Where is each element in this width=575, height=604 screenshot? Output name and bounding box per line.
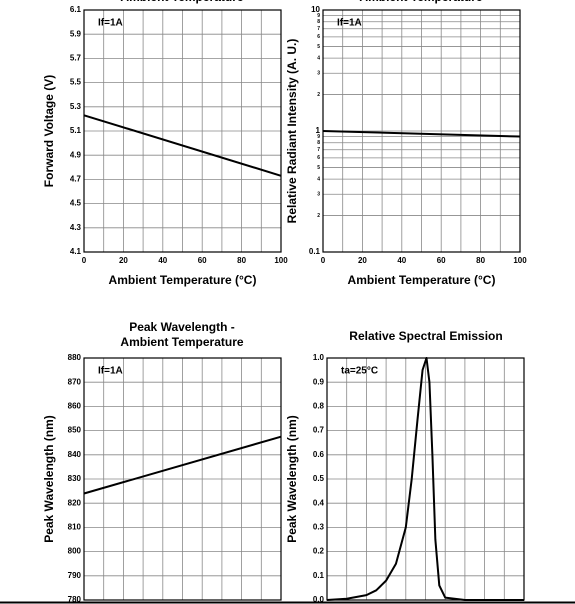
x-tick-label: 40 <box>397 256 406 265</box>
y-tick-label: 3 <box>317 71 320 77</box>
y-tick-label: 5.1 <box>70 126 82 135</box>
y-tick-label: 850 <box>68 426 82 435</box>
x-tick-label: 20 <box>119 256 128 265</box>
y-tick-label: 0.1 <box>309 247 321 256</box>
y-tick-label: 0.1 <box>313 571 325 580</box>
y-tick-label: 4 <box>317 55 320 61</box>
y-tick-label: 8 <box>317 19 320 25</box>
data-line <box>83 435 282 495</box>
y-tick-label: 810 <box>68 523 82 532</box>
y-tick-label: 6 <box>317 34 320 40</box>
y-tick-label: 2 <box>317 213 320 219</box>
y-tick-label: 860 <box>68 402 82 411</box>
y-tick-label: 5 <box>317 165 320 171</box>
annotation: If=1A <box>98 18 123 29</box>
y-tick-label: 870 <box>68 377 82 386</box>
chart-title: Peak Wavelength -Ambient Temperature <box>120 320 243 349</box>
y-tick-label: 5.3 <box>70 102 82 111</box>
x-tick-label: 60 <box>198 256 207 265</box>
x-tick-label: 20 <box>358 256 367 265</box>
y-axis-label: Forward Voltage (V) <box>42 75 56 187</box>
y-tick-label: 2 <box>317 92 320 98</box>
y-tick-label: 7 <box>317 26 320 32</box>
x-axis-label: Ambient Temperature (°C) <box>109 273 257 287</box>
plot-frame <box>83 9 282 253</box>
x-tick-label: 80 <box>476 256 485 265</box>
annotation: If=1A <box>337 18 362 29</box>
y-axis-label: Relative Radiant Intensity (A. U.) <box>285 39 299 224</box>
y-tick-label: 6 <box>317 155 320 161</box>
y-tick-label: 0.7 <box>313 426 325 435</box>
y-tick-label: 840 <box>68 450 82 459</box>
y-tick-label: 3 <box>317 192 320 198</box>
y-tick-label: 0.6 <box>313 450 325 459</box>
y-tick-label: 790 <box>68 571 82 580</box>
y-tick-label: 830 <box>68 474 82 483</box>
y-tick-label: 1.0 <box>313 353 325 362</box>
chart-title: Ambient Temperature <box>359 0 482 4</box>
y-tick-label: 1 <box>316 126 321 135</box>
y-tick-label: 0.4 <box>313 498 325 507</box>
y-tick-label: 5.5 <box>70 78 82 87</box>
y-tick-label: 880 <box>68 353 82 362</box>
y-tick-label: 780 <box>68 595 82 604</box>
x-axis-label: Ambient Temperature (°C) <box>348 273 496 287</box>
data-line <box>83 114 282 177</box>
x-tick-label: 0 <box>321 256 326 265</box>
x-tick-label: 0 <box>82 256 87 265</box>
x-tick-label: 60 <box>437 256 446 265</box>
data-line <box>326 357 524 601</box>
y-tick-label: 0.8 <box>313 402 325 411</box>
x-tick-label: 40 <box>158 256 167 265</box>
y-tick-label: 5.7 <box>70 54 82 63</box>
plot-frame <box>83 357 282 601</box>
data-line <box>322 130 521 138</box>
y-tick-label: 4.3 <box>70 223 82 232</box>
y-tick-label: 9 <box>317 134 320 140</box>
y-tick-label: 5.9 <box>70 29 82 38</box>
chart-title: Relative Spectral Emission <box>349 329 502 343</box>
y-tick-label: 0.3 <box>313 523 325 532</box>
y-tick-label: 0.0 <box>313 595 325 604</box>
y-tick-label: 800 <box>68 547 82 556</box>
y-tick-label: 0.5 <box>313 474 325 483</box>
annotation: If=1A <box>98 366 123 377</box>
y-tick-label: 6.1 <box>70 5 82 14</box>
y-tick-label: 4.9 <box>70 150 82 159</box>
y-tick-label: 0.9 <box>313 377 325 386</box>
x-tick-label: 100 <box>513 256 527 265</box>
y-tick-label: 0.2 <box>313 547 325 556</box>
y-tick-label: 4.7 <box>70 175 82 184</box>
x-tick-label: 80 <box>237 256 246 265</box>
y-tick-label: 8 <box>317 140 320 146</box>
y-tick-label: 4 <box>317 176 320 182</box>
y-tick-label: 4.5 <box>70 199 82 208</box>
annotation: ta=25°C <box>341 366 378 377</box>
y-tick-label: 7 <box>317 147 320 153</box>
y-axis-label: Peak Wavelength (nm) <box>42 415 56 543</box>
y-tick-label: 9 <box>317 13 320 19</box>
chart-title: Ambient Temperature <box>120 0 243 4</box>
y-tick-label: 10 <box>311 5 320 14</box>
y-tick-label: 4.1 <box>70 247 82 256</box>
y-axis-label: Peak Wavelength (nm) <box>285 415 299 543</box>
y-tick-label: 820 <box>68 498 82 507</box>
x-tick-label: 100 <box>274 256 288 265</box>
y-tick-label: 5 <box>317 44 320 50</box>
